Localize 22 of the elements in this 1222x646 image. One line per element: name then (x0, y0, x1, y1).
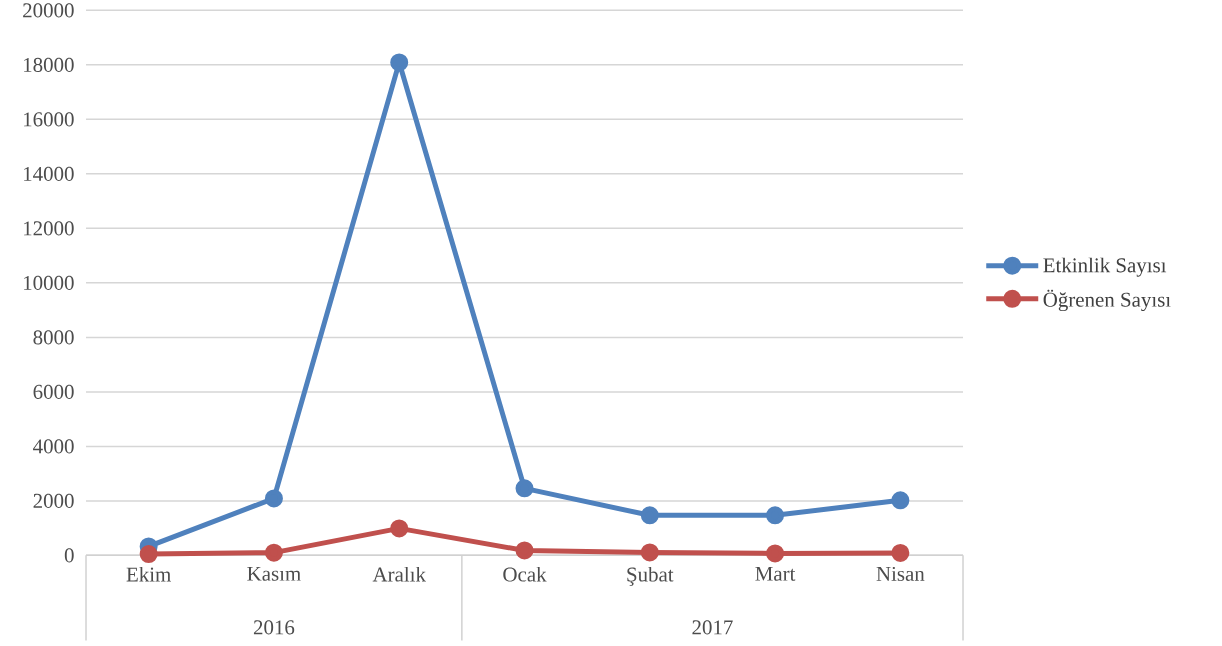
legend-label: Öğrenen Sayısı (1043, 289, 1171, 311)
y-tick-label: 16000 (24, 112, 74, 127)
y-tick-label: 2000 (33, 493, 74, 508)
y-tick-label: 8000 (33, 330, 74, 345)
x-tick-label: Nisan (876, 566, 925, 581)
legend-label: Etkinlik Sayısı (1043, 257, 1167, 277)
y-tick-label: 18000 (24, 57, 74, 72)
y-tick-label: 10000 (24, 275, 74, 290)
text: 2016 (253, 620, 295, 635)
y-tick-label: 14000 (24, 166, 74, 181)
x-tick-label: Şubat (627, 566, 674, 586)
x-tick-label: Kasım (247, 566, 301, 581)
y-tick-label: 6000 (33, 384, 74, 399)
y-tick-label: 12000 (24, 221, 74, 236)
y-tick-label: 0 (64, 548, 74, 563)
y-tick-label: 20000 (23, 3, 74, 18)
x-tick-label: Mart (755, 566, 796, 581)
x-tick-label: Aralık (372, 566, 426, 582)
x-tick-label: Ocak (503, 566, 547, 582)
y-tick-label: 4000 (33, 439, 74, 454)
text: 2017 (692, 620, 733, 635)
x-tick-label: Ekim (126, 566, 171, 582)
